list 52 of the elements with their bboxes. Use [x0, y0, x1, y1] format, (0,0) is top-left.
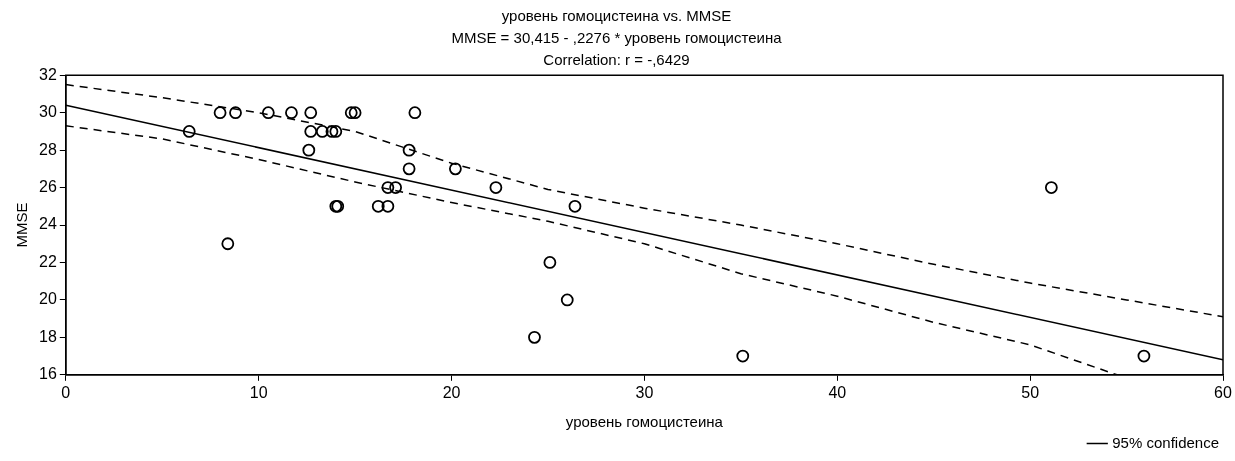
legend-label: 95% confidence — [1112, 433, 1220, 451]
y-tick-label: 20 — [39, 290, 57, 308]
point — [229, 106, 242, 120]
point — [736, 349, 750, 363]
y-tick-label: 22 — [39, 252, 57, 270]
point — [568, 199, 582, 213]
point — [285, 106, 298, 120]
y-tick-label: 24 — [39, 215, 57, 233]
point — [348, 106, 362, 120]
point — [389, 181, 402, 194]
x-tick-label: 60 — [1214, 383, 1232, 401]
point — [402, 162, 416, 176]
x-axis-title: уровень гомоцистеина — [565, 413, 724, 431]
point — [1044, 181, 1058, 194]
y-tick-label: 26 — [39, 177, 57, 195]
point — [560, 293, 574, 307]
point — [325, 125, 339, 138]
x-tick-label: 50 — [1021, 383, 1040, 401]
x-tick-label: 40 — [828, 383, 847, 401]
point — [381, 181, 395, 194]
y-tick-label: 30 — [39, 103, 57, 121]
point — [329, 125, 343, 138]
x-tick-label: 0 — [61, 383, 71, 401]
point — [344, 106, 358, 120]
y-tick-label: 16 — [39, 365, 57, 383]
point — [381, 199, 395, 213]
x-tick-label: 20 — [442, 383, 461, 401]
chart-subtitle: MMSE = 30,415 - ,2276 * уровень гомоцистеина — [451, 28, 783, 46]
point — [448, 162, 462, 176]
y-tick-label: 18 — [39, 327, 57, 345]
point — [371, 199, 385, 213]
point — [304, 125, 318, 138]
point — [182, 125, 196, 138]
x-tick-label: 30 — [635, 383, 654, 401]
point — [408, 106, 422, 120]
y-axis-title: MMSE — [13, 202, 31, 248]
point — [528, 330, 541, 344]
point — [315, 125, 329, 138]
point — [261, 106, 275, 120]
text: Correlation: r = -,6429 — [543, 50, 690, 68]
y-tick-label: 32 — [39, 65, 57, 83]
y-tick-label: 28 — [39, 140, 57, 158]
point — [221, 237, 235, 251]
point — [489, 181, 503, 194]
point — [402, 143, 416, 157]
point — [304, 106, 318, 120]
point — [1137, 349, 1151, 363]
point — [213, 106, 227, 120]
x-tick-label: 10 — [249, 383, 268, 401]
chart-title: уровень гомоцистеина vs. MMSE — [501, 7, 732, 25]
point — [543, 256, 557, 269]
point — [302, 143, 316, 157]
